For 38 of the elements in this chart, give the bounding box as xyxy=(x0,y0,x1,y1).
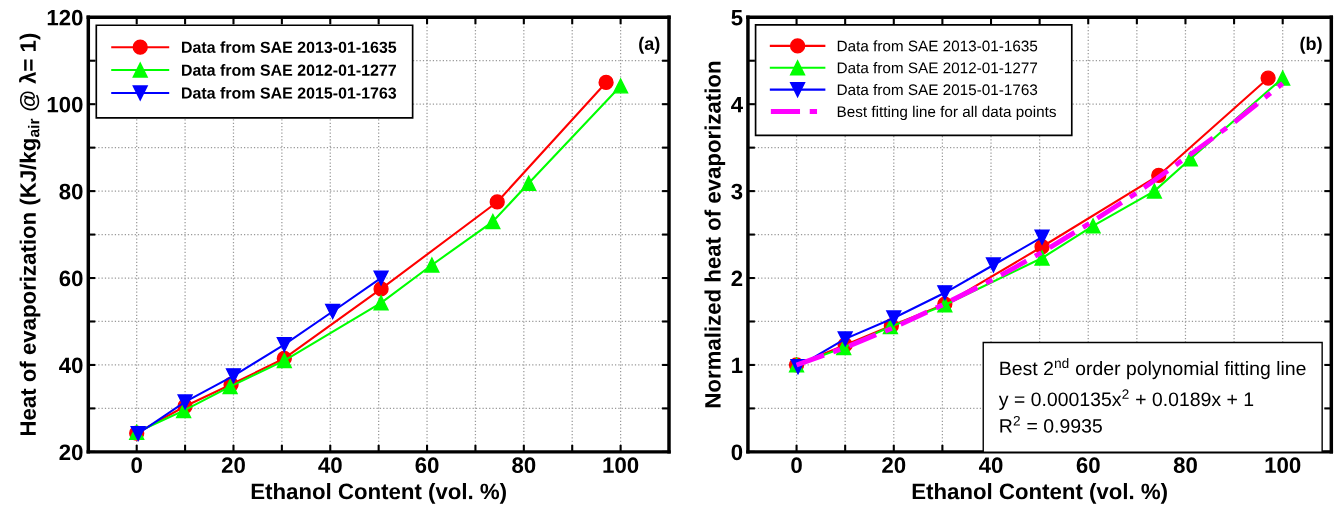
y-tick-label: 100 xyxy=(47,96,83,113)
x-tick-label: 40 xyxy=(318,457,342,474)
y-tick-label: 2 xyxy=(731,270,743,287)
y-tick-label: 40 xyxy=(59,357,83,374)
x-tick-label: 100 xyxy=(603,457,639,474)
y-tick-label: 1 xyxy=(732,357,743,373)
x-tick-label: 20 xyxy=(221,457,245,474)
x-axis-title: Ethanol Content (vol. %) xyxy=(912,483,1167,504)
y-axis-title: Heat of evaporization (KJ/kg$_{air}$ @ λ= 1) xyxy=(19,33,41,436)
x-tick-label: 80 xyxy=(512,457,536,474)
y-tick-label: 5 xyxy=(731,10,743,26)
text: Best 2$^{nd}$ order polynomial fitting line y = 0.000135x$^{2}$ + 0.0189x + 1 R$^{2}$ = 0.9935 xyxy=(998,358,1306,433)
x-tick-label: 20 xyxy=(882,457,906,474)
x-tick-label: 40 xyxy=(978,457,1003,474)
y-tick-label: 20 xyxy=(59,444,83,461)
x-tick-label: 80 xyxy=(1173,457,1197,474)
x-axis-title: Ethanol Content (vol. %) xyxy=(251,483,506,504)
legend-label: Data from SAE 2013-01-1635 xyxy=(837,40,1038,52)
legend-label: Data from SAE 2012-01-1277 xyxy=(182,64,396,76)
y-tick-label: 0 xyxy=(731,444,743,461)
annotation: (b) xyxy=(1300,36,1322,54)
legend-label: Data from SAE 2015-01-1763 xyxy=(182,86,397,99)
y-axis-title: Normalized heat of evaporization xyxy=(704,61,726,408)
x-tick-label: 60 xyxy=(1076,457,1100,474)
y-tick-label: 80 xyxy=(59,183,83,200)
x-tick-label: 60 xyxy=(415,457,439,474)
legend-label: Data from SAE 2015-01-1763 xyxy=(837,83,1038,96)
y-tick-label: 4 xyxy=(731,96,743,113)
legend-label: Best fitting line for all data points xyxy=(837,105,1056,121)
annotation: (a) xyxy=(639,36,660,54)
x-tick-label: 0 xyxy=(791,457,802,474)
x-tick-label: 0 xyxy=(131,457,142,474)
legend-label: Data from SAE 2013-01-1635 xyxy=(182,41,397,53)
y-tick-label: 3 xyxy=(731,183,743,200)
x-tick-label: 100 xyxy=(1265,457,1301,474)
legend-label: Data from SAE 2012-01-1277 xyxy=(837,62,1038,74)
y-tick-label: 120 xyxy=(47,9,83,26)
y-tick-label: 60 xyxy=(59,270,83,287)
